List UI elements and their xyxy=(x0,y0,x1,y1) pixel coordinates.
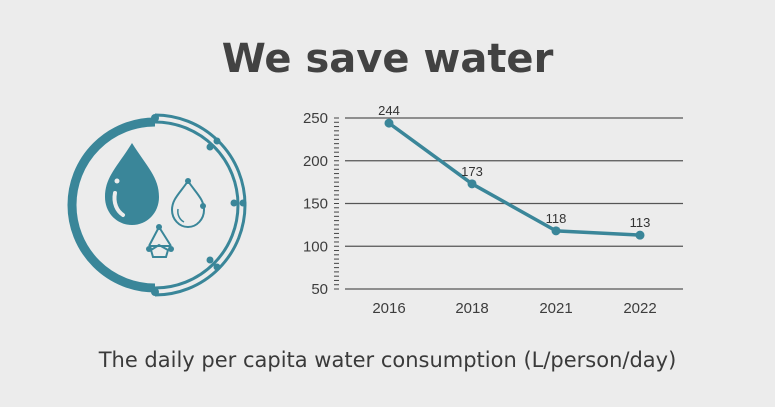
y-tick-label: 200 xyxy=(303,153,328,170)
y-tick-label: 150 xyxy=(303,196,328,213)
x-tick-label: 2021 xyxy=(539,300,572,317)
data-label: 113 xyxy=(630,215,651,230)
data-point xyxy=(551,226,561,236)
data-point xyxy=(635,230,645,240)
x-tick-label: 2022 xyxy=(623,300,656,317)
page-title: We save water xyxy=(221,36,554,82)
y-tick-label: 250 xyxy=(303,110,328,127)
small-drop-icon xyxy=(170,179,206,229)
outer-ring-arc-1 xyxy=(154,120,240,290)
series-line xyxy=(387,121,641,237)
data-label: 244 xyxy=(378,103,400,118)
y-tick-label: 50 xyxy=(311,281,328,298)
data-label: 118 xyxy=(546,211,567,226)
x-tick-label: 2016 xyxy=(372,300,405,317)
data-point xyxy=(384,118,394,128)
y-tick-label: 100 xyxy=(303,238,328,255)
data-point xyxy=(467,179,477,189)
water-drops-circle-icon xyxy=(67,113,247,297)
x-tick-label: 2018 xyxy=(455,300,488,317)
large-drop-icon xyxy=(105,143,159,225)
data-label: 173 xyxy=(461,164,483,179)
outer-ring-thick xyxy=(67,117,156,293)
chart-caption: The daily per capita water consumption (… xyxy=(98,348,677,372)
